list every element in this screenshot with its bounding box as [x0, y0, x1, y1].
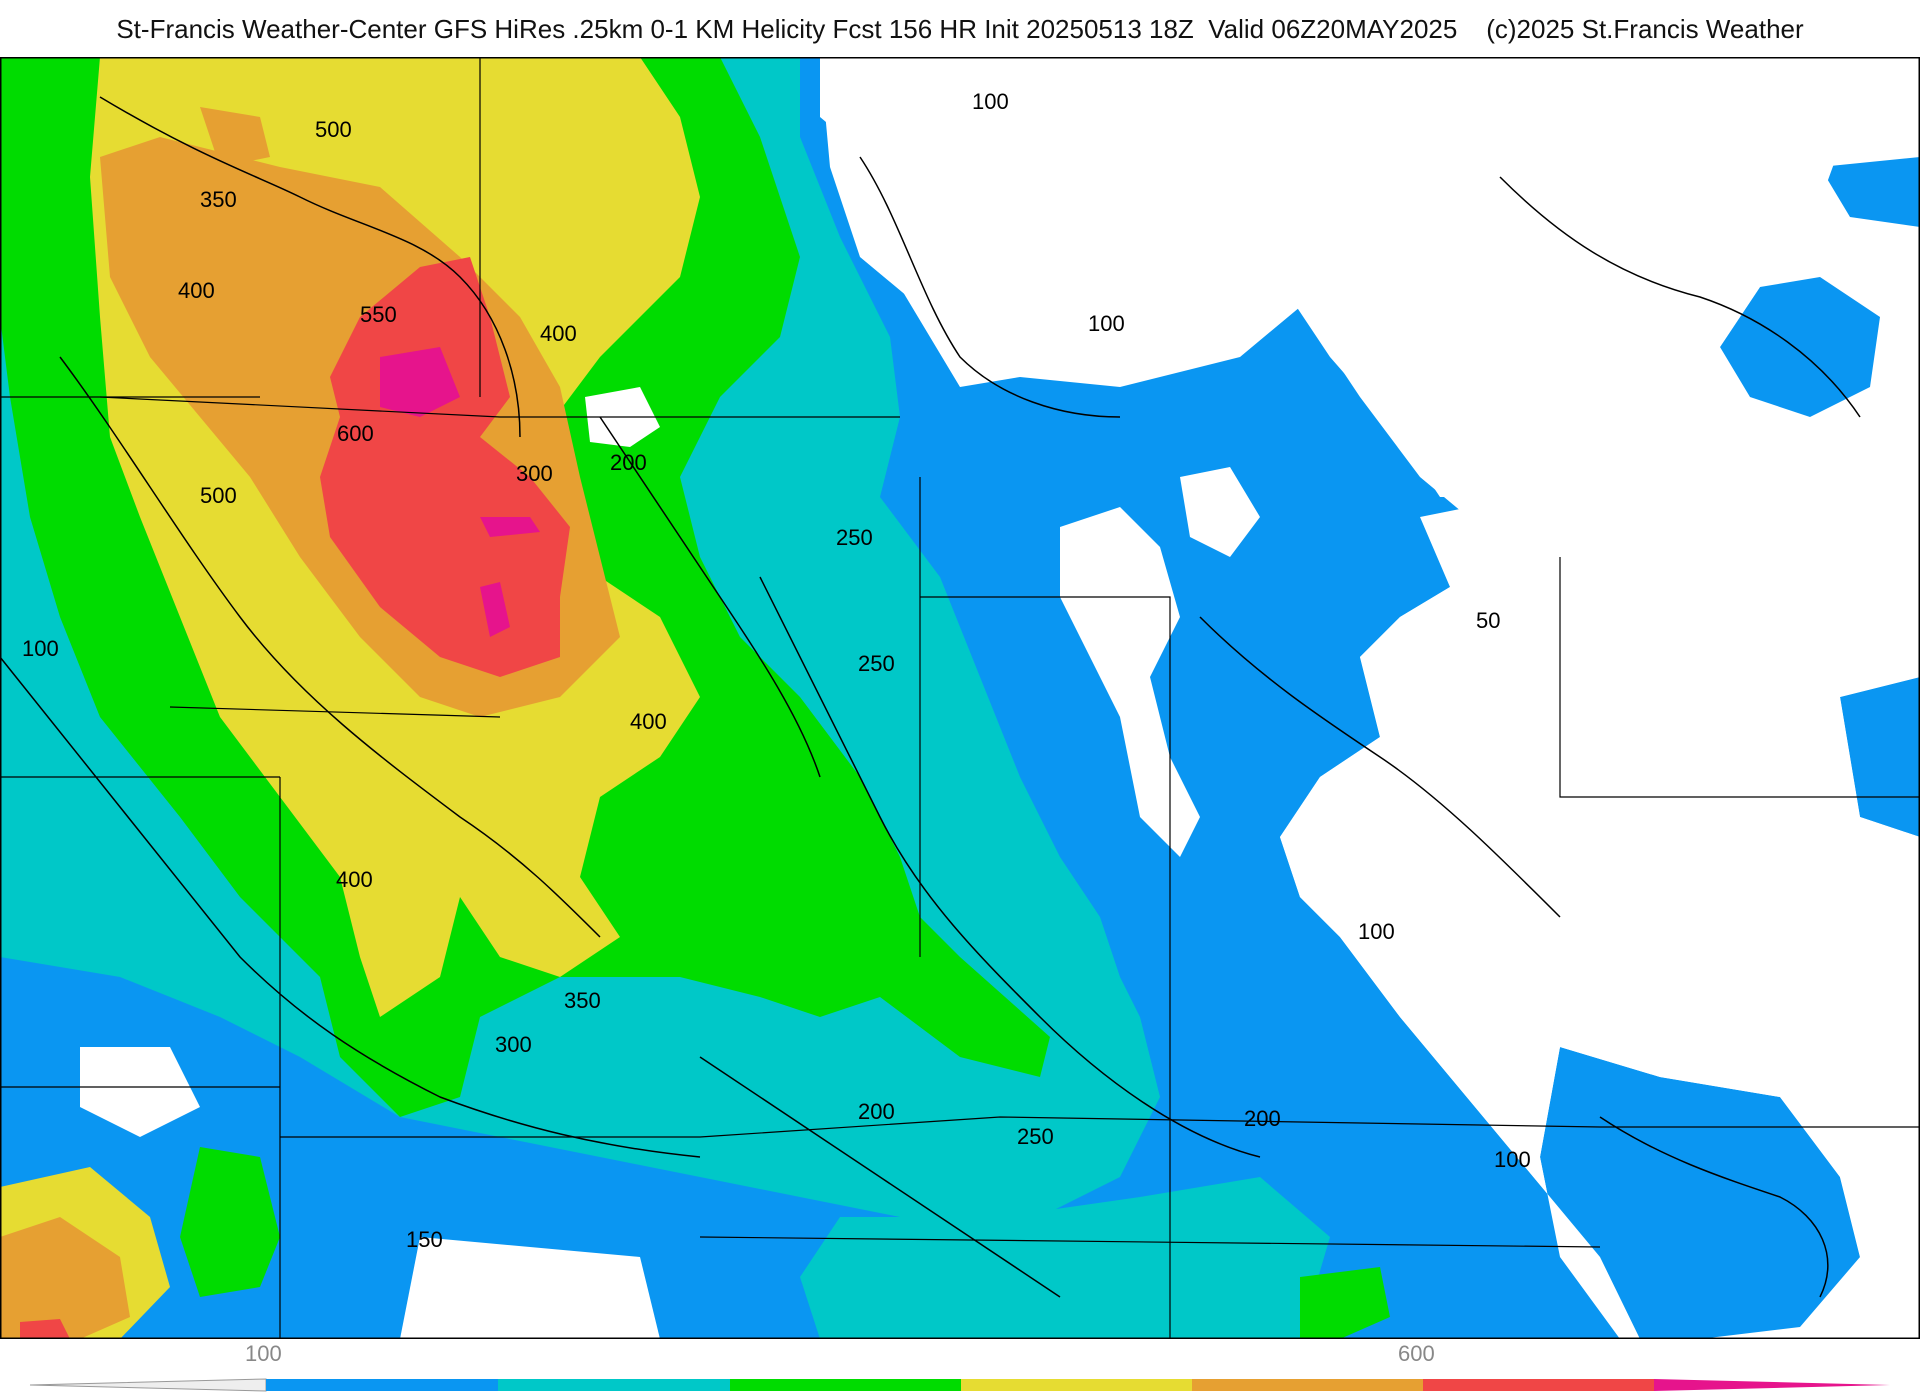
field-100-east-2	[1720, 277, 1880, 417]
contour-label: 100	[972, 89, 1009, 114]
contour-line	[599, 416, 821, 778]
contour-label: 400	[540, 321, 577, 346]
white-northeast	[1260, 57, 1920, 497]
contour-label: 200	[858, 1099, 895, 1124]
contour-label: 50	[1476, 608, 1500, 633]
contour-line	[1499, 176, 1861, 418]
field-700-2	[480, 517, 540, 537]
contour-line	[859, 156, 1121, 418]
contour-label: 250	[1017, 1124, 1054, 1149]
state-boundaries	[0, 57, 1920, 1339]
contour-label: 250	[836, 525, 873, 550]
field-200-south	[800, 1177, 1330, 1339]
contour-label: 100	[1358, 919, 1395, 944]
state-line	[280, 1116, 1920, 1138]
contour-line	[59, 356, 601, 938]
contour-line	[0, 656, 701, 1158]
scale-label-100: 100	[245, 1341, 282, 1366]
contour-line	[1599, 1116, 1829, 1298]
state-line	[1559, 557, 1920, 798]
field-700-1	[380, 347, 460, 417]
contour-line	[1199, 616, 1561, 918]
scale-right-arrow	[1654, 1379, 1890, 1391]
contour-label: 200	[610, 450, 647, 475]
scale-seg-blue	[266, 1379, 498, 1391]
white-north	[820, 57, 1300, 307]
contour-label: 400	[630, 709, 667, 734]
contour-label: 400	[178, 278, 215, 303]
contour-labels: 500 350 400 550 600 400 300 200 250 250 …	[22, 89, 1531, 1252]
contour-label: 350	[564, 988, 601, 1013]
state-line	[169, 706, 501, 718]
contour-label: 100	[1088, 311, 1125, 336]
field-500-small	[200, 107, 270, 167]
white-middle-1	[1060, 507, 1200, 857]
white-south	[400, 1237, 660, 1339]
contour-line	[759, 576, 1261, 1158]
contour-label: 200	[1244, 1106, 1281, 1131]
field-500-sw	[0, 1217, 130, 1339]
field-300-south	[1300, 1267, 1390, 1339]
scale-left-arrow	[29, 1378, 267, 1392]
contour-label: 100	[22, 636, 59, 661]
state-line	[99, 396, 900, 418]
contour-label: 300	[495, 1032, 532, 1057]
helicity-map: 500 350 400 550 600 400 300 200 250 250 …	[0, 57, 1920, 1339]
contour-label: 600	[337, 421, 374, 446]
white-middle-2	[1180, 467, 1260, 557]
scale-seg-orange	[1192, 1379, 1423, 1391]
contour-label: 550	[360, 302, 397, 327]
white-southwest	[80, 1047, 200, 1137]
map-title: St-Francis Weather-Center GFS HiRes .25k…	[116, 14, 1804, 44]
white-east	[1280, 457, 1920, 1339]
state-line	[920, 596, 1171, 1339]
contour-line	[699, 1056, 1061, 1298]
scale-seg-yellow	[961, 1379, 1192, 1391]
contour-line	[99, 96, 521, 438]
contour-label: 150	[406, 1227, 443, 1252]
field-100-ne	[1820, 157, 1920, 227]
contour-label: 500	[200, 483, 237, 508]
contour-lines	[0, 96, 1861, 1298]
color-scale-bar: 100 600	[29, 1341, 1890, 1392]
field-600-sw	[20, 1319, 70, 1339]
contour-label: 400	[336, 867, 373, 892]
contour-label: 250	[858, 651, 895, 676]
scale-label-600: 600	[1398, 1341, 1435, 1366]
contour-label: 500	[315, 117, 352, 142]
scale-seg-red	[1423, 1379, 1654, 1391]
field-700-3	[480, 582, 510, 637]
field-300-southwest	[180, 1147, 280, 1297]
state-line	[699, 1236, 1601, 1248]
scale-seg-teal	[498, 1379, 730, 1391]
scale-seg-green	[730, 1379, 961, 1391]
contour-label: 300	[516, 461, 553, 486]
field-100-east-1	[1540, 1047, 1860, 1339]
contour-label: 100	[1494, 1147, 1531, 1172]
contour-label: 350	[200, 187, 237, 212]
